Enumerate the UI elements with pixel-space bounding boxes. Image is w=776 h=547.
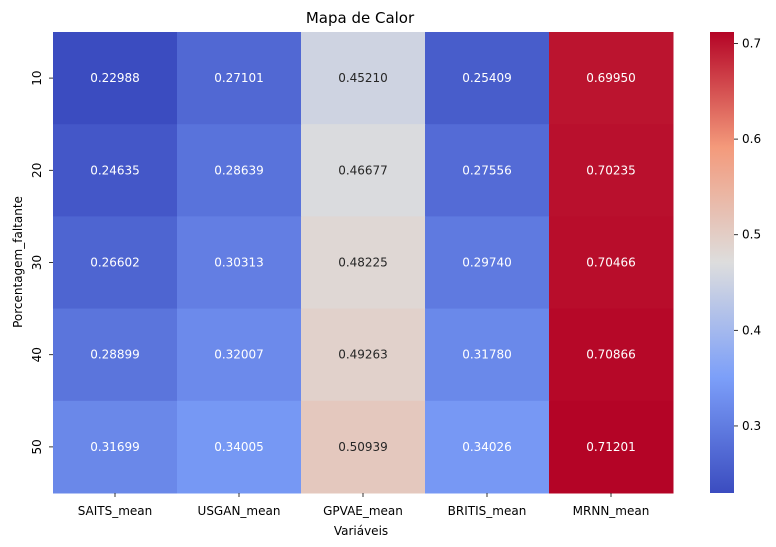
cell-value-label: 0.45210 <box>338 71 388 85</box>
colorbar-tick-label: 0.6 <box>742 132 761 146</box>
heatmap-cell <box>549 124 674 217</box>
heatmap-cell <box>549 400 674 494</box>
y-tick-label: 10 <box>30 70 44 85</box>
heatmap-cell <box>53 400 178 494</box>
cell-value-label: 0.34026 <box>462 440 512 454</box>
y-tick-label: 40 <box>30 347 44 362</box>
heatmap-cell <box>425 216 550 310</box>
heatmap-cell <box>301 124 426 217</box>
x-axis-label: Variáveis <box>334 524 388 538</box>
cell-value-label: 0.25409 <box>462 71 512 85</box>
colorbar-ticks: 0.3 0.4 0.5 0.6 0.7 <box>734 36 761 433</box>
cell-value-label: 0.29740 <box>462 256 512 270</box>
x-tick-label: GPVAE_mean <box>323 504 403 518</box>
x-tick-label: USGAN_mean <box>198 504 281 518</box>
heatmap-cell <box>53 32 178 125</box>
cell-value-label: 0.31780 <box>462 348 512 362</box>
cell-value-label: 0.70866 <box>586 348 636 362</box>
heatmap-cell <box>53 124 178 217</box>
heatmap-cell <box>53 216 178 310</box>
heatmap-cells: 0.22988 0.27101 0.45210 0.25409 0.69950 0.246… <box>53 32 674 494</box>
y-tick-label: 30 <box>30 255 44 270</box>
heatmap-cell <box>549 32 674 125</box>
cell-value-label: 0.69950 <box>586 71 636 85</box>
heatmap-cell <box>425 308 550 402</box>
x-tick-label: BRITIS_mean <box>448 504 527 518</box>
heatmap-cell <box>425 400 550 494</box>
heatmap-cell <box>177 308 302 402</box>
x-tick-label: MRNN_mean <box>573 504 650 518</box>
heatmap-cell <box>301 216 426 310</box>
y-axis-label: Porcentagem_faltante <box>11 196 25 328</box>
cell-value-label: 0.31699 <box>90 440 140 454</box>
heatmap-cell <box>301 400 426 494</box>
cell-value-label: 0.28899 <box>90 348 140 362</box>
heatmap-cell <box>425 32 550 125</box>
heatmap-cell <box>549 216 674 310</box>
colorbar-tick-label: 0.3 <box>742 419 761 433</box>
x-tick-label: SAITS_mean <box>78 504 153 518</box>
cell-value-label: 0.22988 <box>90 71 140 85</box>
heatmap-cell <box>177 32 302 125</box>
colorbar-tick-label: 0.7 <box>742 36 761 50</box>
cell-value-label: 0.27556 <box>462 163 512 177</box>
cell-value-label: 0.26602 <box>90 256 140 270</box>
cell-value-label: 0.24635 <box>90 163 140 177</box>
cell-value-label: 0.28639 <box>214 163 264 177</box>
colorbar <box>710 32 734 493</box>
chart-title: Mapa de Calor <box>306 9 415 27</box>
cell-value-label: 0.34005 <box>214 440 264 454</box>
y-tick-label: 50 <box>30 439 44 454</box>
cell-value-label: 0.32007 <box>214 348 264 362</box>
heatmap-cell <box>425 124 550 217</box>
cell-value-label: 0.27101 <box>214 71 264 85</box>
cell-value-label: 0.71201 <box>586 440 636 454</box>
heatmap-cell <box>53 308 178 402</box>
heatmap-cell <box>177 124 302 217</box>
heatmap-cell <box>177 216 302 310</box>
x-axis-ticks: SAITS_mean USGAN_mean GPVAE_mean BRITIS_mea… <box>78 493 650 518</box>
heatmap-cell <box>549 308 674 402</box>
colorbar-tick-label: 0.5 <box>742 228 761 242</box>
y-axis-ticks: 10 20 30 40 50 <box>30 70 53 455</box>
cell-value-label: 0.46677 <box>338 163 388 177</box>
y-tick-label: 20 <box>30 163 44 178</box>
cell-value-label: 0.70235 <box>586 163 636 177</box>
cell-value-label: 0.49263 <box>338 348 388 362</box>
cell-value-label: 0.50939 <box>338 440 388 454</box>
heatmap-cell <box>301 32 426 125</box>
heatmap-cell <box>177 400 302 494</box>
cell-value-label: 0.70466 <box>586 256 636 270</box>
heatmap-cell <box>301 308 426 402</box>
cell-value-label: 0.48225 <box>338 256 388 270</box>
colorbar-tick-label: 0.4 <box>742 323 761 337</box>
cell-value-label: 0.30313 <box>214 256 264 270</box>
